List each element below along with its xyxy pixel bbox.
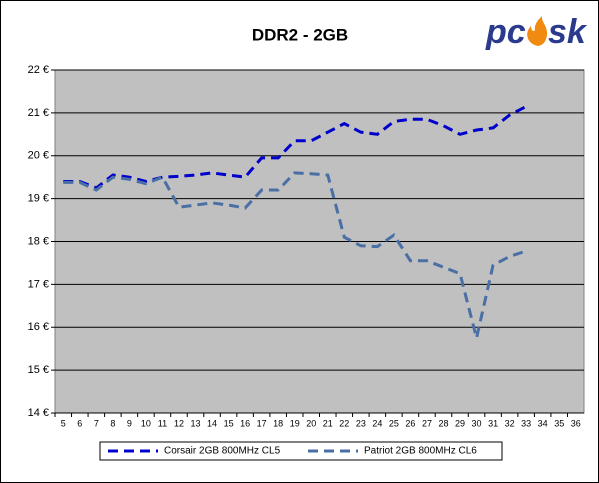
y-tick-label: 19 €	[28, 193, 49, 205]
x-tick-label: 19	[290, 418, 300, 428]
x-tick-label: 32	[505, 418, 515, 428]
y-tick-label: 21 €	[28, 107, 49, 119]
y-tick-label: 14 €	[28, 407, 49, 419]
x-tick-label: 25	[389, 418, 399, 428]
logo-flame	[527, 16, 548, 46]
legend-label: Patriot 2GB 800MHz CL6	[364, 446, 477, 457]
x-tick-label: 31	[488, 418, 498, 428]
x-tick-label: 27	[422, 418, 432, 428]
x-tick-label: 21	[323, 418, 333, 428]
series-line	[63, 105, 527, 190]
legend-label: Corsair 2GB 800MHz CL5	[164, 446, 281, 457]
x-tick-label: 35	[554, 418, 564, 428]
x-tick-label: 14	[207, 418, 217, 428]
x-tick-label: 30	[472, 418, 482, 428]
x-tick-label: 5	[61, 418, 66, 428]
logo-text: sk	[548, 13, 588, 51]
x-tick-label: 29	[455, 418, 465, 428]
logo-text: pc	[485, 13, 526, 51]
x-tick-label: 10	[141, 418, 151, 428]
x-tick-label: 36	[571, 418, 581, 428]
x-tick-label: 24	[372, 418, 382, 428]
x-tick-label: 9	[127, 418, 132, 428]
logo: pc sk	[485, 13, 588, 51]
x-tick-label: 28	[438, 418, 448, 428]
y-tick-label: 20 €	[28, 150, 49, 162]
x-tick-label: 20	[306, 418, 316, 428]
x-tick-label: 17	[257, 418, 267, 428]
y-tick-label: 18 €	[28, 235, 49, 247]
x-tick-label: 18	[273, 418, 283, 428]
x-tick-label: 11	[158, 418, 167, 428]
x-tick-label: 7	[94, 418, 99, 428]
x-tick-label: 16	[240, 418, 250, 428]
x-tick-label: 33	[521, 418, 531, 428]
x-tick-label: 6	[77, 418, 82, 428]
legend	[99, 441, 503, 461]
y-tick-label: 15 €	[28, 364, 49, 376]
y-tick-label: 16 €	[28, 321, 49, 333]
x-tick-label: 8	[110, 418, 115, 428]
x-tick-label: 22	[339, 418, 349, 428]
x-tick-label: 34	[538, 418, 548, 428]
x-tick-label: 12	[174, 418, 184, 428]
x-tick-label: 15	[224, 418, 234, 428]
y-tick-label: 17 €	[28, 278, 49, 290]
x-tick-label: 13	[191, 418, 201, 428]
x-tick-label: 23	[356, 418, 366, 428]
chart-title: DDR2 - 2GB	[252, 25, 348, 44]
x-tick-label: 26	[405, 418, 415, 428]
y-tick-label: 22 €	[28, 64, 49, 76]
series-line	[63, 171, 527, 339]
